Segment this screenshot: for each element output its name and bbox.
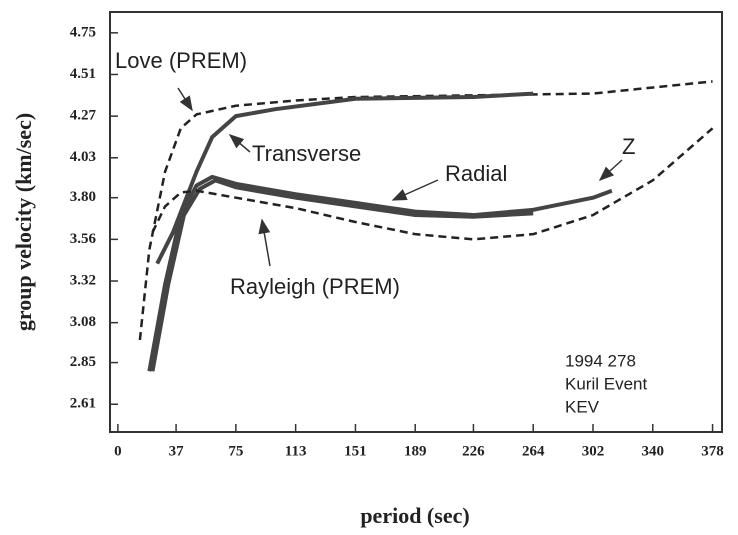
series-label: Radial xyxy=(445,161,507,186)
y-tick-label: 2.61 xyxy=(70,396,96,412)
x-tick-label: 189 xyxy=(404,443,427,459)
y-tick-label: 3.32 xyxy=(70,272,96,288)
annotation: 1994 278 xyxy=(565,351,636,370)
series-line xyxy=(138,80,713,341)
y-tick-label: 3.08 xyxy=(70,314,96,330)
y-tick-label: 2.85 xyxy=(70,354,96,370)
series-label: Z xyxy=(622,134,635,159)
annotation: KEV xyxy=(565,397,600,416)
arrow xyxy=(228,134,251,153)
x-tick-label: 302 xyxy=(582,443,605,459)
arrow xyxy=(177,87,193,112)
x-tick-label: 113 xyxy=(285,443,307,459)
x-axis-label: period (sec) xyxy=(360,503,469,528)
series-line xyxy=(150,178,534,372)
x-tick-label: 378 xyxy=(701,443,724,459)
series-label: Transverse xyxy=(252,141,361,166)
arrows xyxy=(177,87,623,267)
x-tick-label: 264 xyxy=(522,443,545,459)
y-axis-label: group velocity (km/sec) xyxy=(11,113,36,331)
plot-frame xyxy=(109,11,723,433)
arrow xyxy=(391,179,439,201)
x-tick-label: 151 xyxy=(344,443,367,459)
x-tick-label: 226 xyxy=(462,443,485,459)
x-tick-label: 37 xyxy=(169,443,185,459)
series-label: Love (PREM) xyxy=(115,48,247,73)
y-tick-label: 4.75 xyxy=(70,24,96,40)
arrow xyxy=(258,218,271,267)
x-tick-label: 0 xyxy=(114,443,122,459)
series-label: Rayleigh (PREM) xyxy=(230,274,400,299)
y-tick-label: 4.03 xyxy=(70,149,96,165)
y-tick-label: 3.56 xyxy=(70,231,97,247)
arrow xyxy=(598,159,623,182)
series-line xyxy=(147,174,613,372)
x-tick-label: 340 xyxy=(642,443,665,459)
annotation: Kuril Event xyxy=(565,374,647,393)
y-tick-label: 4.51 xyxy=(70,66,96,82)
x-tick-label: 75 xyxy=(228,443,243,459)
series-line xyxy=(151,127,714,241)
y-tick-label: 3.80 xyxy=(70,189,96,205)
y-tick-label: 4.27 xyxy=(70,108,97,124)
